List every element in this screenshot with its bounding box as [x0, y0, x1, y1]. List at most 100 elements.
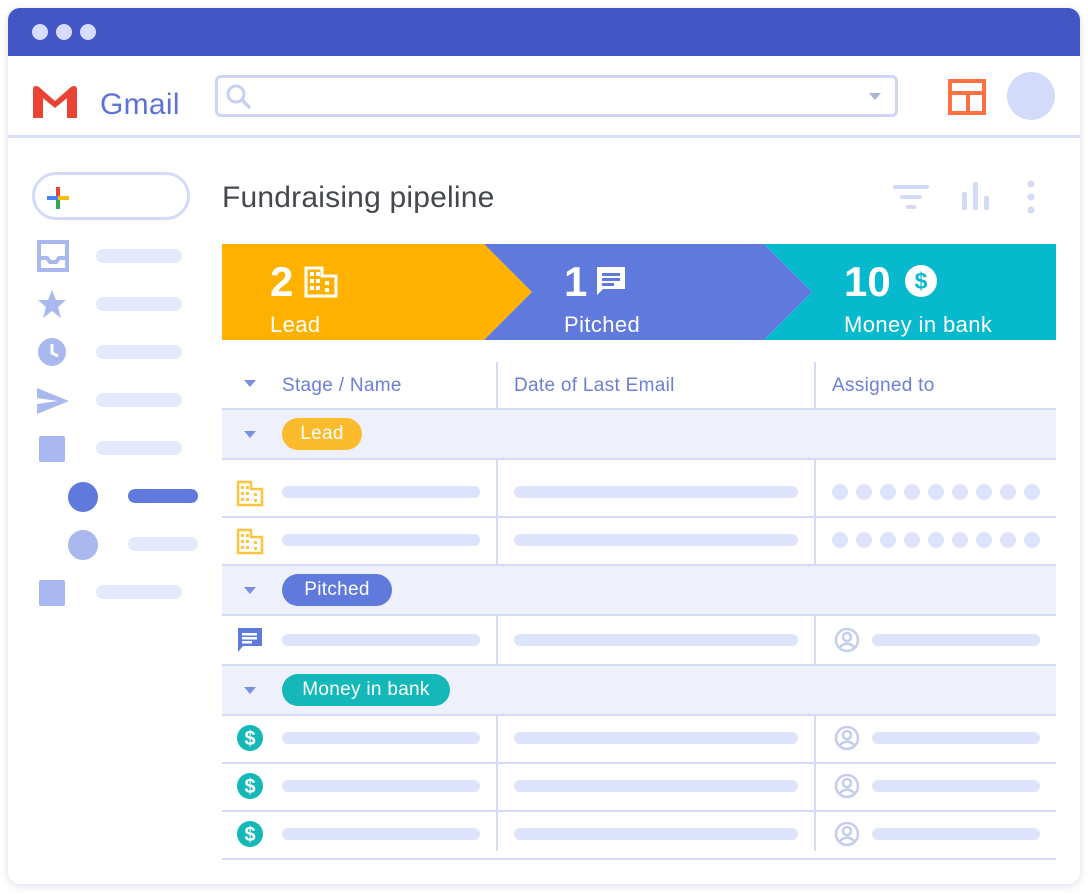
group-row-pitched[interactable]: Pitched [222, 566, 1056, 614]
sidebar-item-label[interactable] [96, 441, 182, 455]
building-icon [304, 266, 338, 298]
column-header-assigned[interactable]: Assigned to [832, 375, 935, 396]
assignee-placeholder [872, 634, 1040, 646]
stage-count: 10 [844, 258, 891, 305]
sidebar-item-sent[interactable] [96, 393, 182, 407]
stage-label: Pitched [564, 312, 641, 337]
group-caret-icon[interactable] [244, 687, 256, 694]
date-placeholder [514, 780, 798, 792]
group-caret-icon[interactable] [244, 431, 256, 438]
inbox-icon[interactable] [37, 240, 69, 272]
bar-chart-icon[interactable] [960, 180, 992, 212]
assignee-dot [832, 484, 848, 500]
collapse-all-caret-icon[interactable] [244, 380, 256, 387]
more-vert-icon[interactable] [1026, 180, 1036, 214]
sidebar-item-inbox[interactable] [96, 249, 182, 263]
date-placeholder [514, 828, 798, 840]
assignee-placeholder [872, 780, 1040, 792]
divider-mask [814, 666, 816, 714]
group-label-pitched: Pitched [282, 574, 392, 606]
svg-text:$: $ [915, 268, 928, 294]
window-dot-maximize[interactable] [80, 24, 96, 40]
stage-count: 2 [270, 258, 294, 305]
avatar[interactable] [1007, 72, 1055, 120]
app-window: Gmail [8, 8, 1080, 884]
row-divider [222, 858, 1056, 860]
assignee-dot [856, 484, 872, 500]
sublabel-dot-icon[interactable] [68, 530, 98, 560]
row-divider [222, 810, 1056, 812]
date-placeholder [514, 534, 798, 546]
stage-label: Lead [270, 312, 321, 337]
assignee-dot [904, 484, 920, 500]
stage-label: Money in bank [844, 312, 993, 337]
group-label-lead: Lead [282, 418, 362, 450]
send-icon[interactable] [36, 386, 70, 416]
label-icon[interactable] [39, 580, 65, 606]
person-icon [834, 627, 860, 653]
row-divider [222, 408, 1056, 410]
name-placeholder [282, 634, 480, 646]
building-icon [236, 528, 264, 555]
star-icon[interactable] [36, 288, 68, 320]
sidebar-item-label[interactable] [96, 585, 182, 599]
divider-mask [496, 666, 498, 714]
group-row-money[interactable]: Money in bank [222, 666, 1056, 714]
column-header-date[interactable]: Date of Last Email [514, 375, 675, 396]
name-placeholder [282, 534, 480, 546]
assignee-dot [1024, 484, 1040, 500]
sidebar-sublabel-active[interactable] [128, 489, 198, 503]
label-icon[interactable] [39, 436, 65, 462]
person-icon [834, 821, 860, 847]
layout-icon[interactable] [948, 79, 986, 115]
date-placeholder [514, 732, 798, 744]
row-divider [222, 516, 1056, 518]
sublabel-dot-icon[interactable] [68, 482, 98, 512]
gmail-logo-icon[interactable] [30, 84, 80, 120]
assignee-dot [1000, 484, 1016, 500]
assignee-dot [1000, 532, 1016, 548]
search-input[interactable] [215, 75, 898, 117]
app-header: Gmail [8, 56, 1080, 138]
stage-lead-chevron[interactable] [222, 244, 532, 340]
clock-icon[interactable] [36, 336, 68, 368]
assignee-dot [928, 484, 944, 500]
sidebar-item-starred[interactable] [96, 297, 182, 311]
sidebar-item-snoozed[interactable] [96, 345, 182, 359]
window-dot-close[interactable] [32, 24, 48, 40]
row-divider [222, 564, 1056, 566]
stage-pitched-chevron[interactable] [484, 244, 812, 340]
assignee-dot [904, 532, 920, 548]
assignee-placeholder [872, 828, 1040, 840]
person-icon [834, 725, 860, 751]
assignee-dot [976, 484, 992, 500]
assignee-dot [952, 484, 968, 500]
assignee-placeholder [872, 732, 1040, 744]
group-row-lead[interactable]: Lead [222, 410, 1056, 458]
search-options-caret-icon[interactable] [869, 93, 881, 100]
group-caret-icon[interactable] [244, 587, 256, 594]
column-header-stage[interactable]: Stage / Name [282, 375, 402, 396]
row-divider [222, 762, 1056, 764]
pipeline-chevrons [222, 244, 1056, 340]
divider-mask [496, 410, 498, 458]
assignee-dot [880, 484, 896, 500]
app-name: Gmail [100, 88, 180, 121]
name-placeholder [282, 780, 480, 792]
row-divider [222, 458, 1056, 460]
compose-button[interactable] [32, 172, 190, 220]
date-placeholder [514, 486, 798, 498]
divider-mask [814, 410, 816, 458]
name-placeholder [282, 732, 480, 744]
assignee-dot [976, 532, 992, 548]
dollar-icon: $ [237, 773, 263, 799]
window-dot-minimize[interactable] [56, 24, 72, 40]
date-placeholder [514, 634, 798, 646]
assignee-dot [952, 532, 968, 548]
assignee-dot [880, 532, 896, 548]
plus-icon [47, 187, 69, 209]
sidebar-sublabel[interactable] [128, 537, 198, 551]
dollar-icon: $ [237, 725, 263, 751]
filter-icon[interactable] [892, 183, 930, 211]
chat-icon [597, 267, 625, 295]
